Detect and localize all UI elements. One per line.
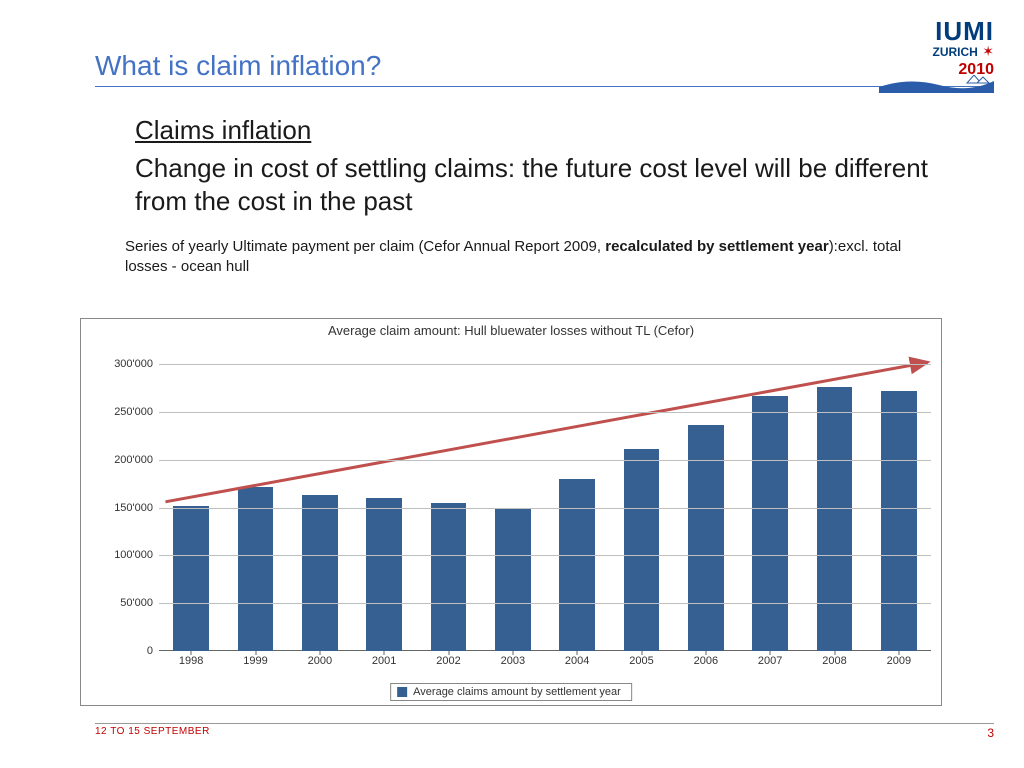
bar-group: [159, 345, 931, 651]
x-tick-label: 2001: [372, 655, 396, 667]
bar: [559, 479, 594, 651]
gridline: [159, 460, 931, 461]
legend-label: Average claims amount by settlement year: [413, 686, 621, 698]
y-tick-label: 100'000: [114, 549, 153, 561]
content-block: Claims inflation Change in cost of settl…: [135, 115, 944, 282]
iumi-logo: IUMI ZURICH ✶ 2010: [879, 20, 994, 90]
x-tick-label: 2002: [436, 655, 460, 667]
x-tick-label: 2005: [629, 655, 653, 667]
bar: [881, 391, 916, 651]
logo-main: IUMI: [879, 20, 994, 43]
slide-title: What is claim inflation?: [95, 50, 994, 82]
y-tick-label: 250'000: [114, 406, 153, 418]
chart-title: Average claim amount: Hull bluewater los…: [81, 319, 941, 338]
x-tick-label: 2006: [694, 655, 718, 667]
x-tick-label: 2007: [758, 655, 782, 667]
y-tick-label: 0: [147, 645, 153, 657]
bar: [431, 503, 466, 651]
body-text: Change in cost of settling claims: the f…: [135, 152, 944, 217]
caption-bold: recalculated by settlement year: [605, 238, 828, 255]
gridline: [159, 555, 931, 556]
bar: [366, 498, 401, 651]
legend: Average claims amount by settlement year: [390, 683, 632, 701]
gridline: [159, 603, 931, 604]
legend-swatch: [397, 687, 407, 697]
x-tick-label: 2004: [565, 655, 589, 667]
plot-area: 050'000100'000150'000200'000250'000300'0…: [159, 345, 931, 651]
gridline: [159, 412, 931, 413]
gridline: [159, 508, 931, 509]
bar: [173, 506, 208, 651]
x-tick-label: 2008: [822, 655, 846, 667]
subheading: Claims inflation: [135, 115, 944, 146]
y-tick-label: 150'000: [114, 502, 153, 514]
y-tick-label: 200'000: [114, 454, 153, 466]
footer-date: 12 TO 15 SEPTEMBER: [95, 726, 210, 740]
bar: [624, 449, 659, 651]
x-tick-label: 2009: [887, 655, 911, 667]
caption-part1: Series of yearly Ultimate payment per cl…: [125, 238, 605, 255]
compass-icon: ✶: [982, 43, 994, 59]
x-tick-label: 1998: [179, 655, 203, 667]
x-tick-label: 2000: [308, 655, 332, 667]
chart-container: Average claim amount: Hull bluewater los…: [80, 318, 942, 706]
x-tick-label: 1999: [243, 655, 267, 667]
title-bar: What is claim inflation?: [95, 50, 994, 87]
gridline: [159, 364, 931, 365]
bar: [238, 487, 273, 651]
wave-icon: [879, 75, 994, 93]
bar: [817, 387, 852, 651]
x-tick-label: 2003: [501, 655, 525, 667]
bar: [302, 495, 337, 651]
chart-caption: Series of yearly Ultimate payment per cl…: [125, 237, 944, 276]
y-tick-label: 50'000: [120, 597, 153, 609]
bar: [752, 396, 787, 651]
page-number: 3: [987, 726, 994, 740]
y-tick-label: 300'000: [114, 358, 153, 370]
bar: [495, 509, 530, 651]
logo-sub: ZURICH: [932, 45, 977, 59]
footer: 12 TO 15 SEPTEMBER 3: [95, 723, 994, 740]
